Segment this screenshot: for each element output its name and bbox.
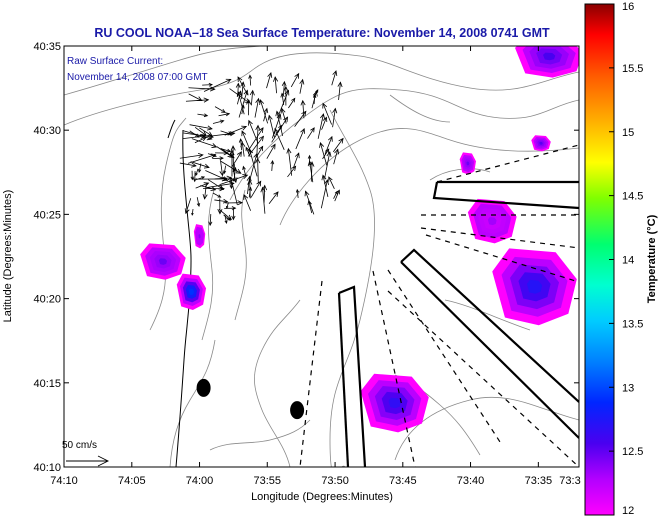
- colorbar-tick-label: 12.5: [622, 446, 643, 458]
- x-tick-label: 74:05: [118, 475, 146, 487]
- annotation-line-2: November 14, 2008 07:00 GMT: [67, 72, 208, 83]
- scale-arrowhead: [97, 455, 110, 467]
- y-axis: 40:10 40:15 40:20 40:25 40:30 40:35: [33, 41, 579, 474]
- x-tick-label: 73:40: [457, 475, 485, 487]
- x-tick-label: 73:3: [559, 475, 580, 487]
- x-tick-label: 73:50: [321, 475, 349, 487]
- bathymetry-contours: [64, 46, 579, 467]
- y-tick-label: 40:30: [33, 125, 61, 137]
- annotation-line-1: Raw Surface Current:: [67, 56, 163, 67]
- colorbar-tick-label: 14: [622, 255, 634, 267]
- scale-label: 50 cm/s: [62, 440, 97, 451]
- chart-title: RU COOL NOAA–18 Sea Surface Temperature:…: [94, 26, 550, 40]
- sst-patch-east-large: [492, 248, 577, 326]
- x-axis-label: Longitude (Degrees:Minutes): [251, 491, 393, 503]
- sst-patch-upper-middle-west: [459, 152, 476, 175]
- sst-patch-southern: [360, 373, 429, 433]
- y-tick-label: 40:15: [33, 378, 61, 390]
- x-tick-label: 74:10: [50, 475, 78, 487]
- colorbar: 12 12.5 13 13.5 14 14.5 15 15.5 16 Temperature (…: [584, 1, 658, 517]
- colorbar-tick-label: 14.5: [622, 191, 643, 203]
- sst-patch-coast-west: [140, 243, 186, 280]
- sst-patch-coast-lower: [176, 273, 207, 311]
- y-tick-label: 40:25: [33, 209, 61, 221]
- sst-patches: [140, 46, 579, 433]
- colorbar-tick-label: 13: [622, 382, 634, 394]
- y-axis-label: Latitude (Degrees:Minutes): [2, 190, 14, 323]
- sst-patch-upper-middle-east: [531, 135, 551, 152]
- buoy-marker-2: [290, 401, 305, 420]
- buoy-markers: [196, 378, 305, 420]
- colorbar-tick-label: 13.5: [622, 318, 643, 330]
- shipping-lanes: [337, 180, 579, 467]
- current-scale: 50 cm/s: [62, 440, 110, 467]
- sst-patch-east-upper: [467, 198, 517, 244]
- y-tick-label: 40:20: [33, 294, 61, 306]
- colorbar-tick-label: 15.5: [622, 63, 643, 75]
- y-tick-label: 40:10: [33, 462, 61, 474]
- surface-current-vectors: [179, 70, 344, 227]
- colorbar-label: Temperature (°C): [646, 214, 658, 303]
- buoy-marker-1: [196, 378, 211, 397]
- x-tick-label: 74:00: [186, 475, 214, 487]
- plot-frame: [63, 45, 580, 468]
- cable-route-lines: [299, 144, 579, 467]
- colorbar-tick-label: 16: [622, 1, 634, 13]
- colorbar-tick-label: 15: [622, 127, 634, 139]
- colorbar-tick-label: 12: [622, 505, 634, 517]
- sst-patch-coast-upper: [193, 224, 206, 249]
- x-tick-label: 73:45: [389, 475, 417, 487]
- sst-patch-ne-corner: [515, 46, 579, 78]
- colorbar-ticks: 12 12.5 13 13.5 14 14.5 15 15.5 16: [609, 1, 643, 517]
- x-tick-label: 73:35: [525, 475, 553, 487]
- y-tick-label: 40:35: [33, 41, 61, 53]
- x-axis: 74:10 74:05 74:00 73:55 73:50 73:45 73:40 73:35…: [50, 46, 581, 487]
- x-tick-label: 73:55: [254, 475, 282, 487]
